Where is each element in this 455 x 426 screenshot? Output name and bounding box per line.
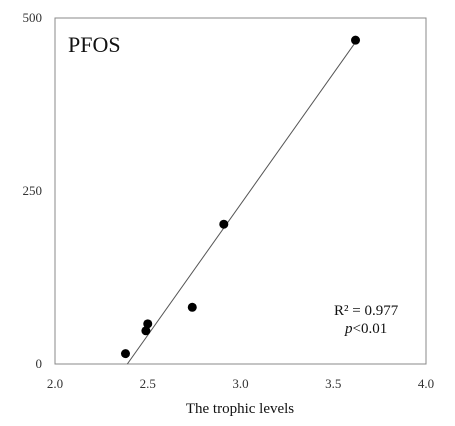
y-tick-label: 250 <box>23 183 43 198</box>
x-tick-label: 3.5 <box>325 376 341 391</box>
x-axis-ticks: 2.0 2.5 3.0 3.5 4.0 <box>47 376 434 391</box>
trendline <box>126 41 356 365</box>
y-tick-label: 500 <box>23 10 43 25</box>
data-point <box>120 349 130 359</box>
x-tick-label: 3.0 <box>232 376 248 391</box>
data-points <box>120 35 361 359</box>
y-axis-ticks: 0 250 500 <box>23 10 43 371</box>
plot-frame <box>54 17 427 365</box>
data-point <box>219 219 229 229</box>
data-point <box>143 319 153 329</box>
panel-label: PFOS <box>68 32 121 57</box>
p-value-rest: <0.01 <box>353 321 388 337</box>
p-value-italic: p <box>344 321 353 337</box>
x-tick-label: 2.0 <box>47 376 63 391</box>
p-value-label: p<0.01 <box>344 321 387 337</box>
data-point <box>187 302 197 312</box>
r-squared-label: R² = 0.977 <box>334 303 399 319</box>
y-tick-label: 0 <box>36 356 43 371</box>
data-point <box>351 35 361 45</box>
x-tick-label: 2.5 <box>140 376 156 391</box>
data-point <box>141 326 151 336</box>
x-axis-title: The trophic levels <box>186 401 294 417</box>
x-tick-label: 4.0 <box>418 376 434 391</box>
